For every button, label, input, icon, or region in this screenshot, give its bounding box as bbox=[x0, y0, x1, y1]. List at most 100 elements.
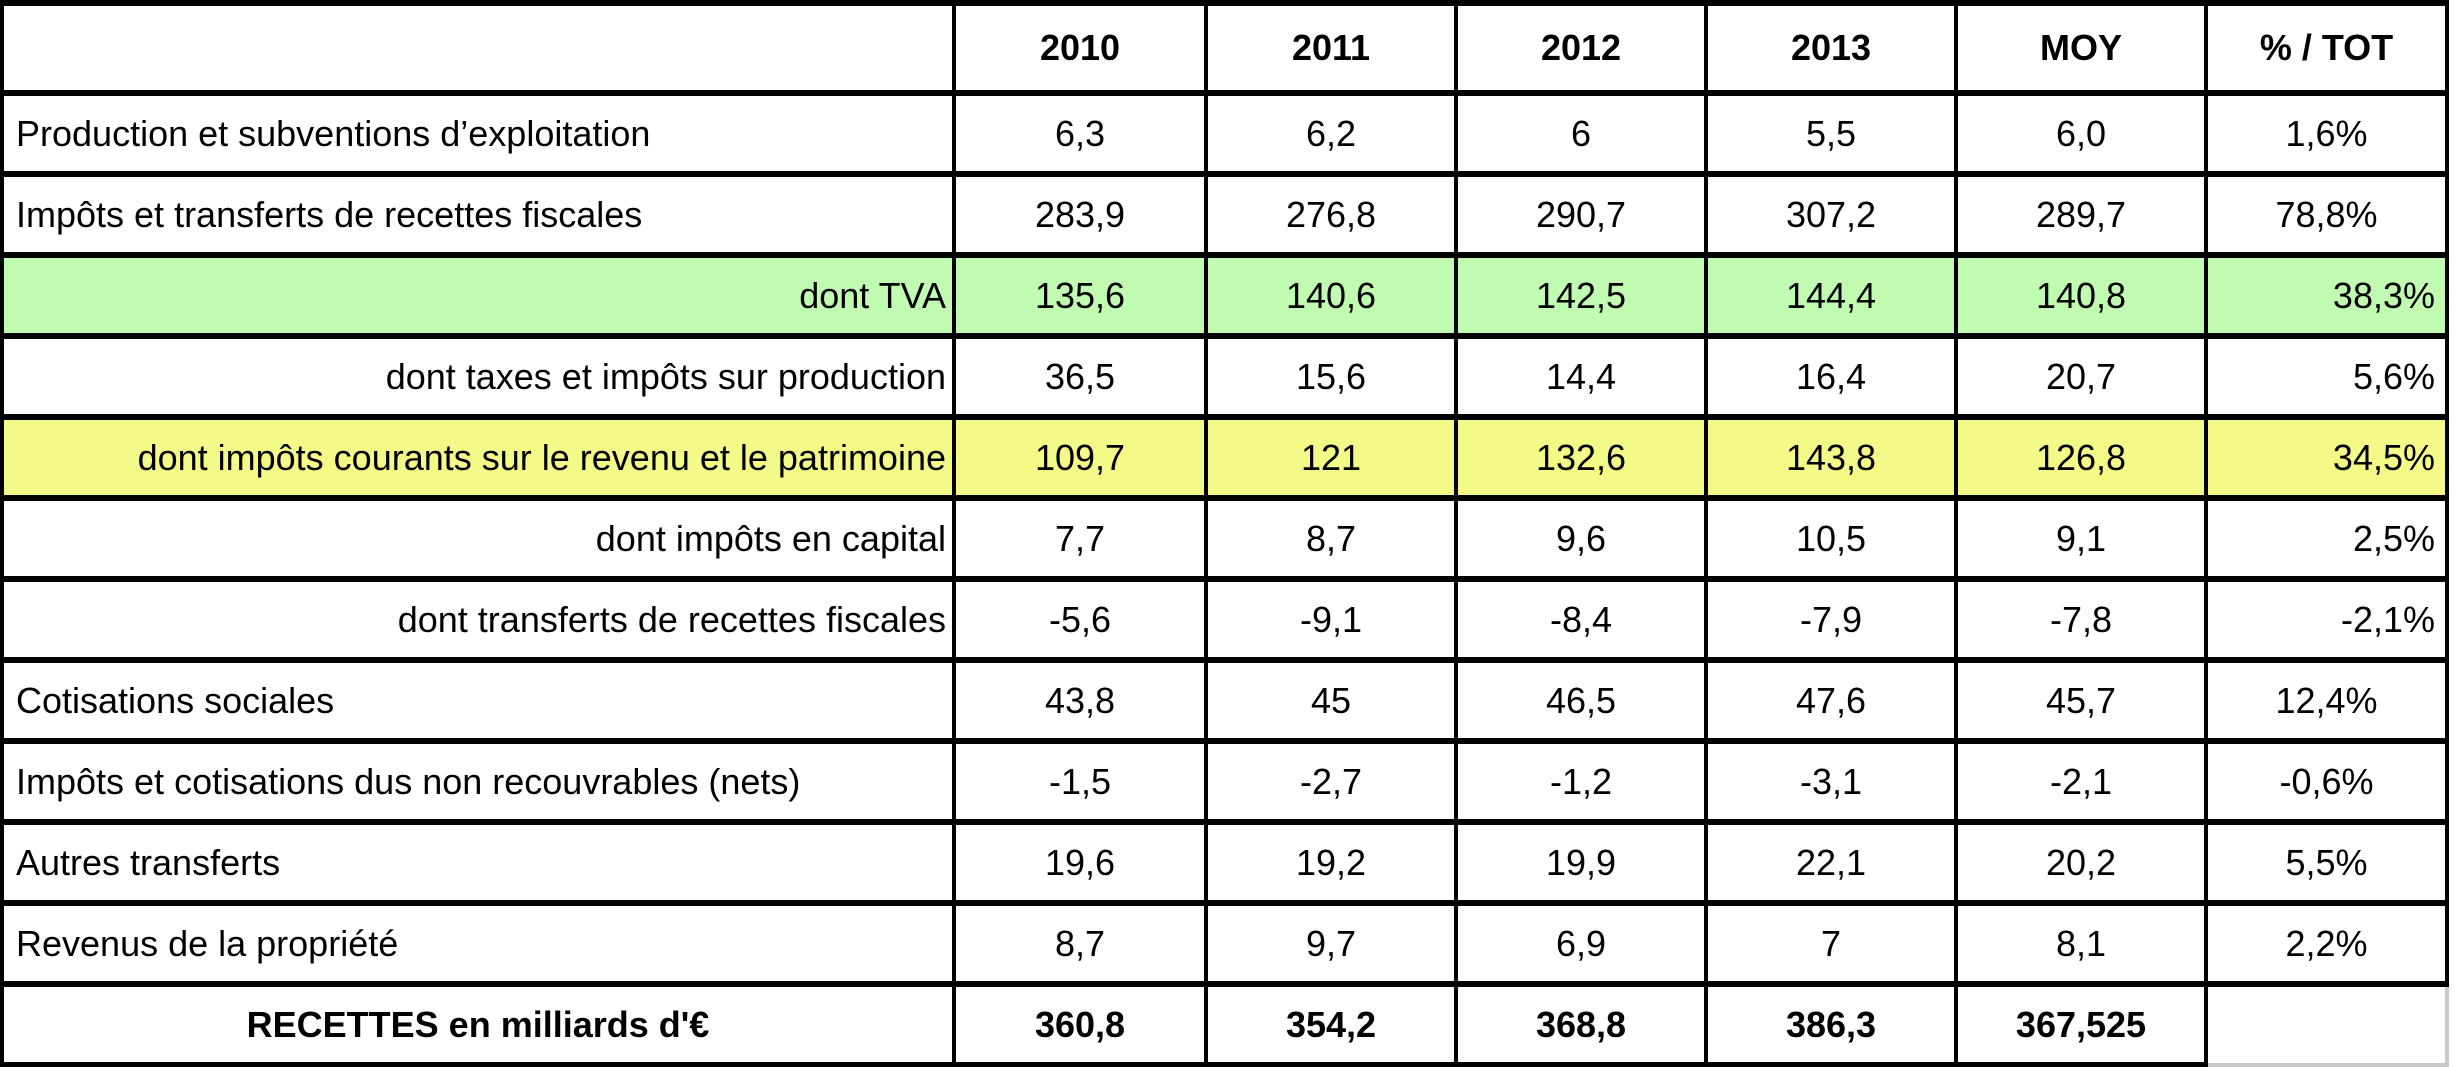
value-cell: 6 bbox=[1454, 90, 1708, 177]
value-cell: 16,4 bbox=[1704, 333, 1958, 420]
col-header-pct-tot: % / TOT bbox=[2204, 0, 2449, 96]
value-cell: 9,6 bbox=[1454, 495, 1708, 582]
value-cell: 6,0 bbox=[1954, 90, 2208, 177]
pct-cell: 1,6% bbox=[2204, 90, 2449, 177]
table-row: Cotisations sociales 43,8 45 46,5 47,6 45,7 12… bbox=[0, 657, 2449, 744]
row-label-cell: Production et subventions d’exploitation bbox=[0, 90, 956, 177]
value-cell: 140,8 bbox=[1954, 252, 2208, 339]
corner-cell bbox=[0, 0, 956, 96]
table-row: RECETTES en milliards d'€ 360,8 354,2 368,8… bbox=[0, 981, 2449, 1067]
value-cell: -7,9 bbox=[1704, 576, 1958, 663]
value-cell: -3,1 bbox=[1704, 738, 1958, 825]
value-cell: 9,1 bbox=[1954, 495, 2208, 582]
value-cell: 6,9 bbox=[1454, 900, 1708, 987]
value-cell: -7,8 bbox=[1954, 576, 2208, 663]
value-cell: 276,8 bbox=[1204, 171, 1458, 258]
pct-cell: 34,5% bbox=[2204, 414, 2449, 501]
value-cell: 8,1 bbox=[1954, 900, 2208, 987]
value-cell: 9,7 bbox=[1204, 900, 1458, 987]
value-cell: 290,7 bbox=[1454, 171, 1708, 258]
table-row: Revenus de la propriété 8,7 9,7 6,9 7 8,1 2,2% bbox=[0, 900, 2449, 987]
row-label-cell: dont transferts de recettes fiscales bbox=[0, 576, 956, 663]
table-row: Autres transferts 19,6 19,2 19,9 22,1 20,2 5,5… bbox=[0, 819, 2449, 906]
value-cell: -9,1 bbox=[1204, 576, 1458, 663]
value-cell: 7 bbox=[1704, 900, 1958, 987]
value-cell: 45,7 bbox=[1954, 657, 2208, 744]
table-row: dont TVA 135,6 140,6 142,5 144,4 140,8 38,3% bbox=[0, 252, 2449, 339]
col-header-2010: 2010 bbox=[952, 0, 1208, 96]
value-cell: 5,5 bbox=[1704, 90, 1958, 177]
value-cell: -1,5 bbox=[952, 738, 1208, 825]
value-cell: 6,2 bbox=[1204, 90, 1458, 177]
value-cell: 45 bbox=[1204, 657, 1458, 744]
value-cell: 19,6 bbox=[952, 819, 1208, 906]
value-cell: -2,7 bbox=[1204, 738, 1458, 825]
value-cell: 22,1 bbox=[1704, 819, 1958, 906]
value-cell: 283,9 bbox=[952, 171, 1208, 258]
value-cell: 7,7 bbox=[952, 495, 1208, 582]
row-label-cell: dont impôts en capital bbox=[0, 495, 956, 582]
value-cell: 367,525 bbox=[1954, 981, 2208, 1067]
value-cell: 36,5 bbox=[952, 333, 1208, 420]
value-cell: 144,4 bbox=[1704, 252, 1958, 339]
value-cell: 8,7 bbox=[1204, 495, 1458, 582]
value-cell: 143,8 bbox=[1704, 414, 1958, 501]
value-cell: 135,6 bbox=[952, 252, 1208, 339]
value-cell: -5,6 bbox=[952, 576, 1208, 663]
value-cell: 121 bbox=[1204, 414, 1458, 501]
row-label-cell: Impôts et transferts de recettes fiscale… bbox=[0, 171, 956, 258]
value-cell: 46,5 bbox=[1454, 657, 1708, 744]
row-label-cell: Cotisations sociales bbox=[0, 657, 956, 744]
value-cell: 6,3 bbox=[952, 90, 1208, 177]
header-row: 2010 2011 2012 2013 MOY % / TOT bbox=[0, 0, 2449, 96]
pct-cell: -0,6% bbox=[2204, 738, 2449, 825]
pct-cell: 5,5% bbox=[2204, 819, 2449, 906]
value-cell: 14,4 bbox=[1454, 333, 1708, 420]
value-cell: 8,7 bbox=[952, 900, 1208, 987]
row-label-cell: Impôts et cotisations dus non recouvrabl… bbox=[0, 738, 956, 825]
row-label-cell: RECETTES en milliards d'€ bbox=[0, 981, 956, 1067]
pct-cell: 38,3% bbox=[2204, 252, 2449, 339]
table-row: Production et subventions d’exploitation… bbox=[0, 90, 2449, 177]
value-cell: 132,6 bbox=[1454, 414, 1708, 501]
table-row: dont impôts courants sur le revenu et le… bbox=[0, 414, 2449, 501]
value-cell: 126,8 bbox=[1954, 414, 2208, 501]
row-label-cell: dont TVA bbox=[0, 252, 956, 339]
pct-cell: 2,5% bbox=[2204, 495, 2449, 582]
pct-cell bbox=[2204, 981, 2449, 1067]
value-cell: -1,2 bbox=[1454, 738, 1708, 825]
value-cell: 360,8 bbox=[952, 981, 1208, 1067]
row-label-cell: Autres transferts bbox=[0, 819, 956, 906]
value-cell: 354,2 bbox=[1204, 981, 1458, 1067]
col-header-2012: 2012 bbox=[1454, 0, 1708, 96]
value-cell: 47,6 bbox=[1704, 657, 1958, 744]
pct-cell: 12,4% bbox=[2204, 657, 2449, 744]
table-body: Production et subventions d’exploitation… bbox=[0, 90, 2449, 1067]
value-cell: 19,2 bbox=[1204, 819, 1458, 906]
value-cell: 140,6 bbox=[1204, 252, 1458, 339]
col-header-2013: 2013 bbox=[1704, 0, 1958, 96]
value-cell: 307,2 bbox=[1704, 171, 1958, 258]
table-row: Impôts et cotisations dus non recouvrabl… bbox=[0, 738, 2449, 825]
table-row: dont impôts en capital 7,7 8,7 9,6 10,5 9,1 2,… bbox=[0, 495, 2449, 582]
value-cell: 368,8 bbox=[1454, 981, 1708, 1067]
value-cell: 20,7 bbox=[1954, 333, 2208, 420]
value-cell: 289,7 bbox=[1954, 171, 2208, 258]
row-label-cell: dont taxes et impôts sur production bbox=[0, 333, 956, 420]
value-cell: 15,6 bbox=[1204, 333, 1458, 420]
col-header-moy: MOY bbox=[1954, 0, 2208, 96]
value-cell: 142,5 bbox=[1454, 252, 1708, 339]
table-header: 2010 2011 2012 2013 MOY % / TOT bbox=[0, 0, 2449, 96]
table-row: dont taxes et impôts sur production 36,5 1… bbox=[0, 333, 2449, 420]
value-cell: 10,5 bbox=[1704, 495, 1958, 582]
pct-cell: -2,1% bbox=[2204, 576, 2449, 663]
pct-cell: 78,8% bbox=[2204, 171, 2449, 258]
pct-cell: 5,6% bbox=[2204, 333, 2449, 420]
col-header-2011: 2011 bbox=[1204, 0, 1458, 96]
value-cell: -8,4 bbox=[1454, 576, 1708, 663]
value-cell: 19,9 bbox=[1454, 819, 1708, 906]
row-label-cell: Revenus de la propriété bbox=[0, 900, 956, 987]
value-cell: 109,7 bbox=[952, 414, 1208, 501]
pct-cell: 2,2% bbox=[2204, 900, 2449, 987]
